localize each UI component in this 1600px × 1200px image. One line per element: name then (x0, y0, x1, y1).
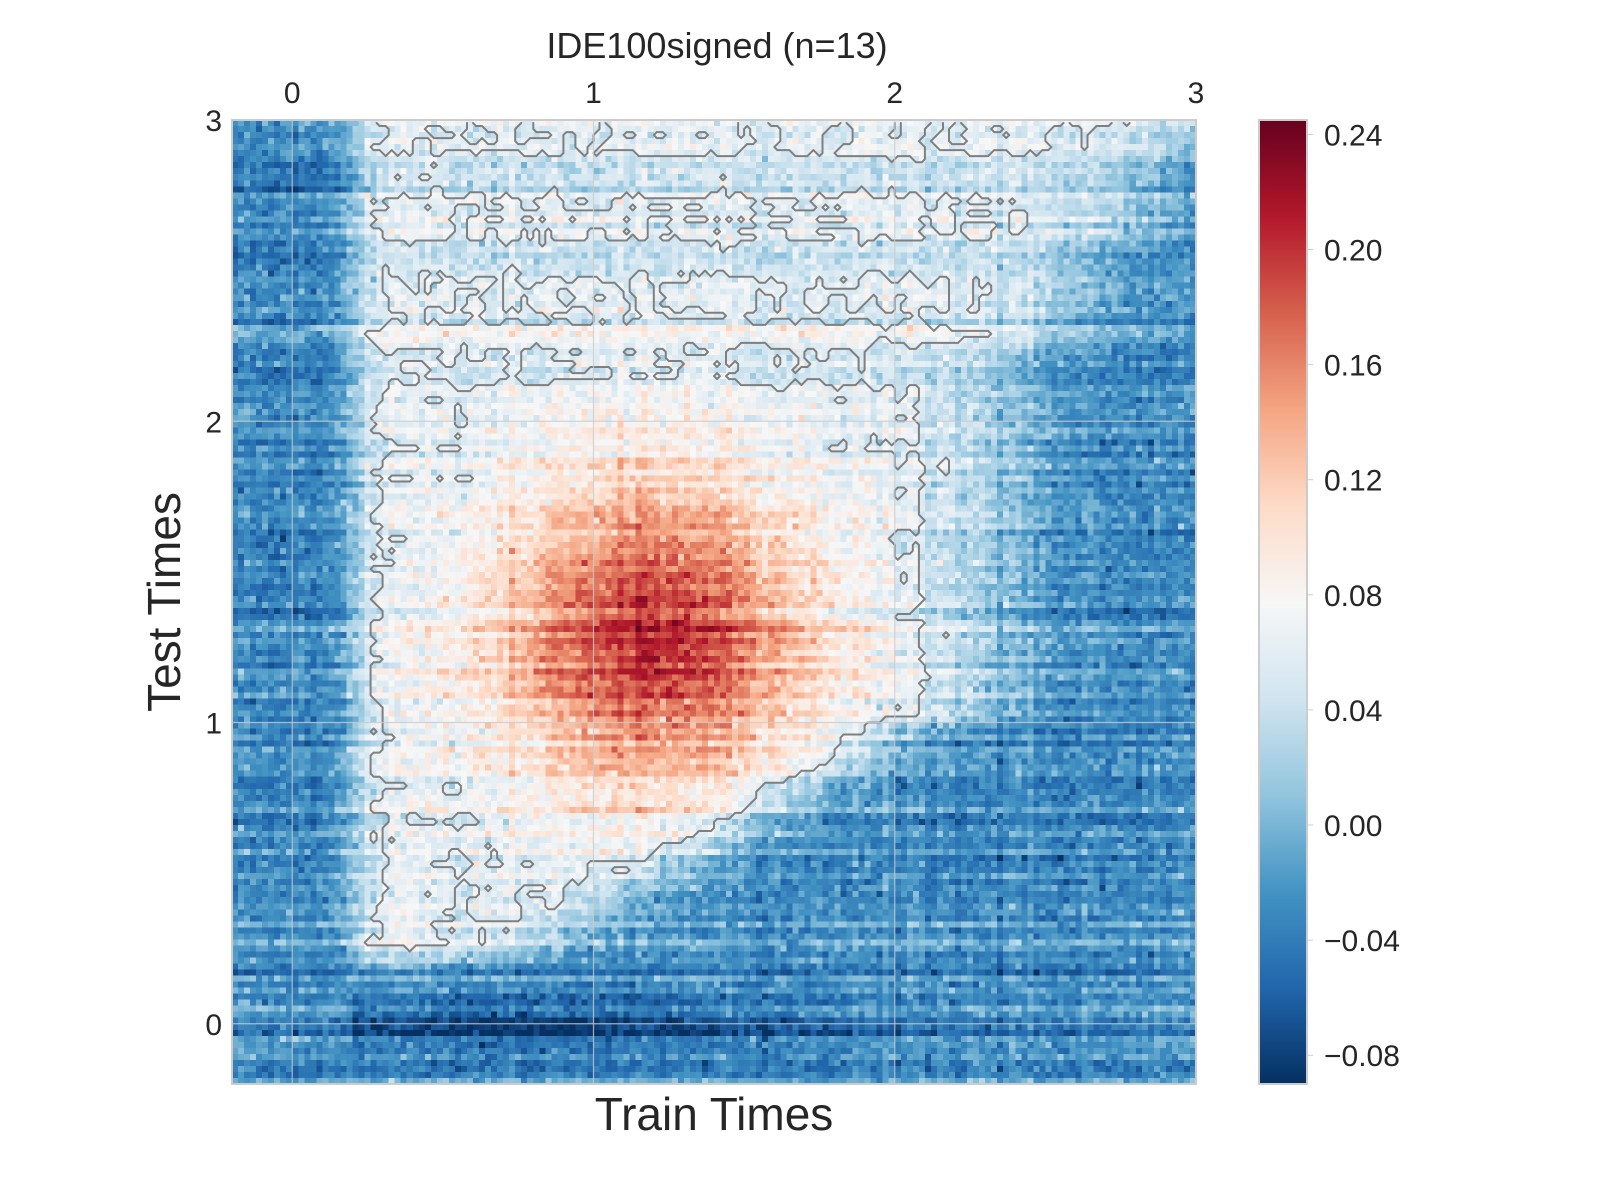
x-tick-label: 0 (284, 77, 301, 110)
y-axis-label: Test Times (138, 492, 190, 712)
colorbar-tick-label: 0.16 (1324, 350, 1382, 383)
chart-title: IDE100signed (n=13) (546, 25, 887, 66)
colorbar-tick-label: 0.20 (1324, 234, 1382, 267)
colorbar-tick-label: 0.04 (1324, 695, 1382, 728)
significance-contour (363, 122, 1131, 953)
colorbar: 0.24 0.20 0.16 0.12 0.08 0.04 0.00 −0.04 −0.08 (1258, 119, 1400, 1085)
colorbar-tick-labels: 0.24 0.20 0.16 0.12 0.08 0.04 0.00 −0.04 −0.08 (1307, 119, 1400, 1073)
colorbar-tick-label: 0.24 (1324, 119, 1382, 152)
colorbar-gradient (1258, 119, 1308, 1085)
y-tick-labels: 0 1 2 3 (205, 105, 222, 1042)
y-tick-label: 0 (205, 1009, 222, 1042)
x-tick-label: 2 (886, 77, 903, 110)
x-tick-label: 1 (585, 77, 602, 110)
y-tick-label: 3 (205, 105, 222, 138)
colorbar-tick-label: 0.12 (1324, 465, 1382, 498)
colorbar-tick-label: −0.04 (1324, 925, 1400, 958)
heatmap-plot (231, 119, 1197, 1085)
contour-line (363, 122, 1131, 953)
x-tick-labels: 0 1 2 3 (284, 77, 1204, 110)
colorbar-tick-label: 0.00 (1324, 810, 1382, 843)
grid-lines (232, 120, 1196, 1084)
x-tick-label: 3 (1188, 77, 1205, 110)
plot-frame (231, 119, 1197, 1085)
heatmap-image (232, 120, 1196, 1084)
x-axis-label: Train Times (595, 1088, 834, 1140)
y-tick-label: 1 (205, 708, 222, 741)
y-tick-label: 2 (205, 406, 222, 439)
colorbar-tick-label: −0.08 (1324, 1040, 1400, 1073)
colorbar-tick-label: 0.08 (1324, 580, 1382, 613)
